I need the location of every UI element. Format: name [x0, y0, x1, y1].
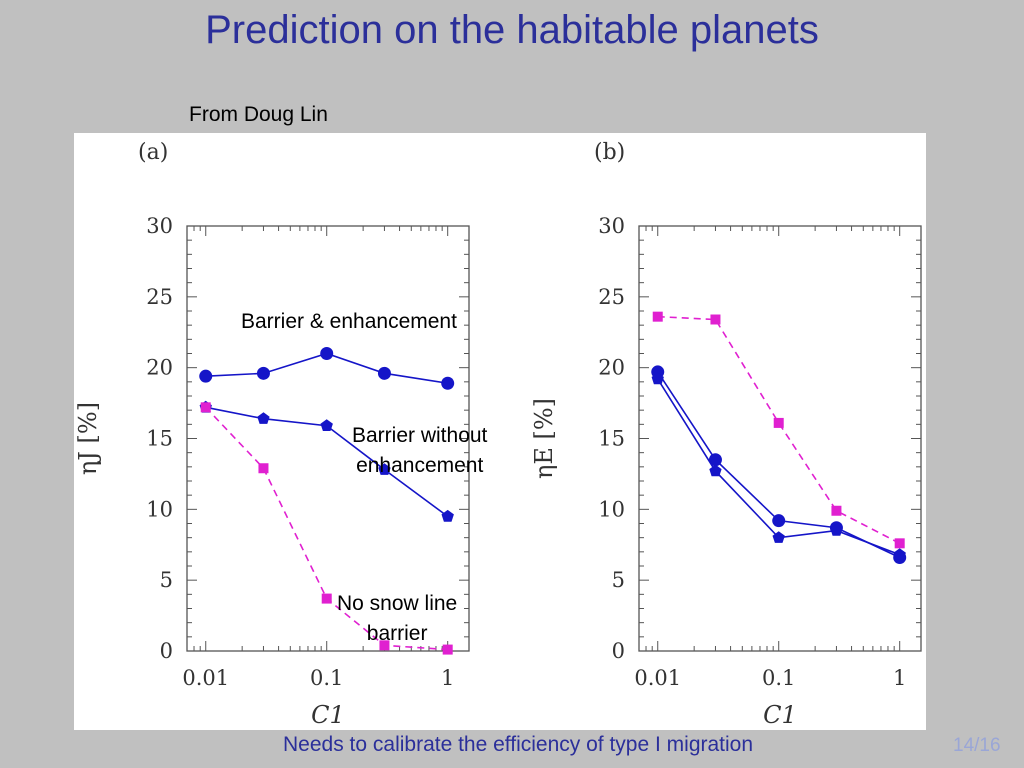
panel-a-x-tick-label: 0.1 [310, 666, 343, 690]
page-number: 14/16 [953, 735, 1001, 756]
b-nosnow-point [831, 505, 842, 516]
a-enh-point [441, 376, 455, 390]
label-barrier-without-line2: enhancement [356, 454, 484, 477]
a-barrier-point [441, 509, 454, 522]
a-nosnow-point [442, 644, 453, 655]
panel-a-y-tick-label: 30 [146, 214, 173, 238]
b-nosnow-point [773, 417, 784, 428]
b-nosnow-point [894, 538, 905, 549]
panel-b-x-tick-label: 1 [893, 666, 906, 690]
panel-a-x-axis-label: C1 [311, 701, 345, 729]
b-nosnow-point [652, 311, 663, 322]
source-credit: From Doug Lin [189, 103, 328, 126]
panel-a-panel-label: (a) [138, 140, 168, 165]
panel-a-y-axis-label: ηJ [%] [74, 402, 102, 475]
panel-a-y-tick-label: 25 [146, 285, 173, 309]
panel-a-x-tick-label: 1 [441, 666, 454, 690]
panel-b-x-tick-label: 0.1 [762, 666, 795, 690]
label-no-snow-line2: barrier [366, 622, 428, 645]
panel-a-y-tick-label: 20 [146, 356, 173, 380]
panel-b-panel-label: (b) [594, 140, 625, 165]
label-no-snow-line1: No snow line [337, 592, 458, 615]
a-barrier-point [257, 412, 270, 424]
a-nosnow-point [258, 463, 269, 474]
panel-b-y-tick-label: 0 [612, 639, 625, 663]
b-nosnow-point [710, 314, 721, 325]
panel-b-y-tick-label: 5 [612, 568, 625, 592]
panel-a-y-tick-label: 15 [146, 427, 173, 451]
label-no-snow-line: No snow line barrier [337, 589, 457, 649]
panel-b-y-axis-label: ηE [%] [530, 398, 558, 479]
b-barrier-point [772, 531, 785, 543]
figure-panel: 0 5 10 15 20 25 30 0.01 0.1 1 (a) C1 ηJ [%] 0 5 10 15 20 2… [74, 133, 926, 730]
panel-b-y-tick-label: 20 [598, 356, 625, 380]
a-barrier-point [378, 463, 391, 475]
a-barrier-point [320, 419, 333, 431]
label-barrier-enhancement: Barrier & enhancement [241, 310, 457, 333]
a-enh-point [199, 369, 213, 383]
slide-title: Prediction on the habitable planets [205, 8, 819, 52]
b-barrier-point [893, 548, 906, 560]
a-enh-point [320, 347, 334, 360]
b-barrier-point [709, 464, 722, 477]
a-enh-point [377, 366, 391, 380]
panel-b-y-tick-label: 25 [598, 285, 625, 309]
a-nosnow-point [321, 593, 332, 604]
a-enh-point [256, 366, 270, 380]
b-enh-point [772, 514, 786, 528]
panel-b-y-tick-label: 30 [598, 214, 625, 238]
panel-b-chart: 0 5 10 15 20 25 30 0.01 0.1 1 (b) C1 ηE [%] [530, 140, 922, 729]
panel-b-frame [638, 225, 922, 652]
panel-b-x-axis-label: C1 [763, 701, 797, 729]
b-enh-line [657, 371, 901, 559]
a-nosnow-point [379, 640, 390, 651]
b-nosnow-line [657, 315, 901, 545]
b-barrier-point [651, 372, 664, 385]
panel-a-y-tick-label: 0 [160, 639, 173, 663]
label-barrier-without-line1: Barrier without [352, 424, 488, 447]
panel-a-y-tick-label: 5 [160, 568, 173, 592]
panel-a-x-tick-label: 0.01 [182, 666, 229, 690]
b-barrier-line [657, 378, 900, 556]
b-enh-point [708, 453, 722, 467]
panel-a-y-tick-label: 10 [146, 497, 173, 521]
panel-b-x-tick-label: 0.01 [634, 666, 681, 690]
panel-b-y-tick-label: 10 [598, 497, 625, 521]
chart-figure: 0 5 10 15 20 25 30 0.01 0.1 1 (a) C1 ηJ [%] 0 5 10 15 20 2… [74, 140, 922, 729]
a-nosnow-point [200, 402, 211, 413]
panel-b-y-tick-label: 15 [598, 427, 625, 451]
label-barrier-without-enhancement: Barrier without enhancement [352, 421, 487, 481]
b-barrier-point [830, 524, 843, 536]
panel-a-chart: 0 5 10 15 20 25 30 0.01 0.1 1 (a) C1 ηJ [%] [74, 140, 470, 729]
footer-note: Needs to calibrate the efficiency of typ… [283, 733, 754, 756]
